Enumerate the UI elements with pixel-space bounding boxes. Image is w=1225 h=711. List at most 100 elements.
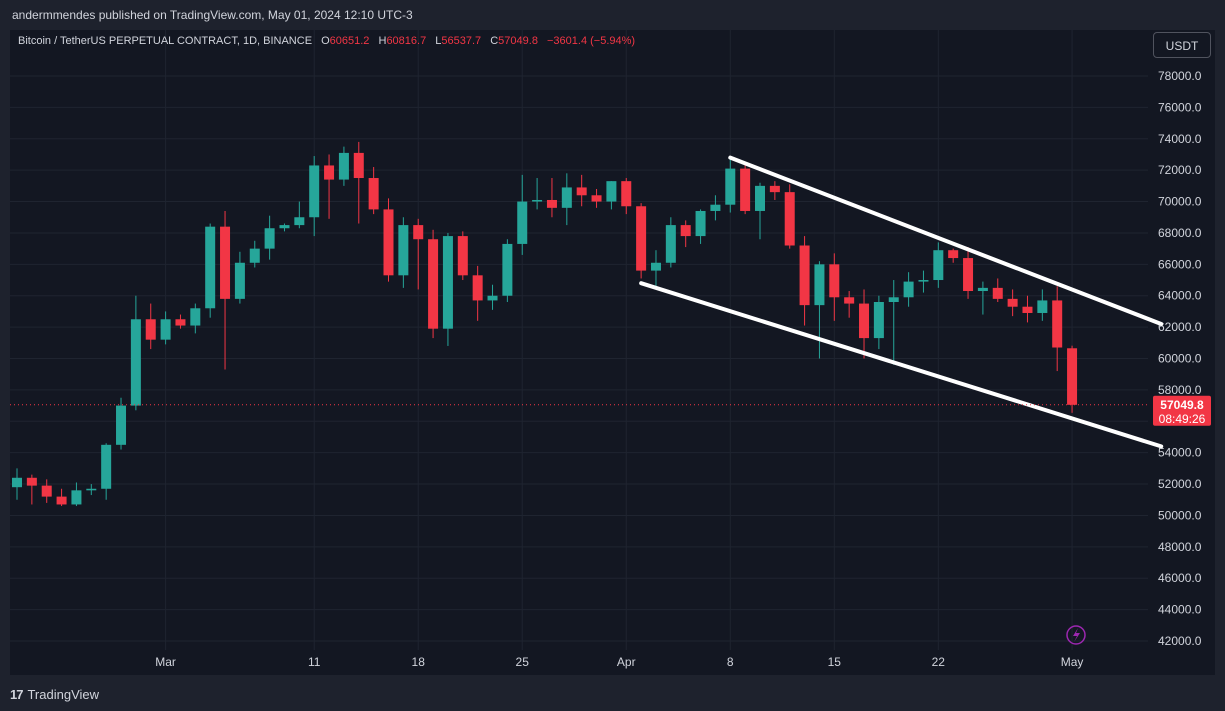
- time-tick-label: Mar: [155, 655, 176, 669]
- time-tick-label: Apr: [617, 655, 636, 669]
- candle-body-up: [398, 225, 409, 276]
- price-tick-label: 76000.0: [1158, 100, 1202, 114]
- candle-body-down: [621, 181, 632, 207]
- time-tick-label: 8: [727, 655, 734, 669]
- candle-body-down: [576, 187, 587, 196]
- tradingview-logo-icon: 17: [10, 686, 24, 702]
- price-tick-label: 58000.0: [1158, 383, 1202, 397]
- candle-body-up: [710, 204, 721, 211]
- candle-body-down: [859, 303, 870, 339]
- time-tick-label: 18: [412, 655, 426, 669]
- candle-body-up: [873, 302, 884, 339]
- candle-body-down: [428, 239, 439, 329]
- candle-body-down: [1022, 306, 1033, 313]
- candle-body-up: [665, 225, 676, 263]
- last-price-value: 57049.8: [1160, 398, 1204, 412]
- close-label: C: [490, 35, 499, 47]
- candle-body-down: [220, 226, 231, 299]
- candle-body-up: [294, 217, 305, 226]
- high-label: H: [378, 35, 387, 47]
- candle-body-down: [383, 209, 394, 276]
- candle-body-up: [755, 185, 765, 211]
- candle-body-up: [650, 262, 661, 271]
- candle-body-up: [71, 490, 82, 505]
- candle-body-up: [309, 165, 320, 218]
- candle-body-down: [948, 250, 959, 259]
- price-tick-label: 54000.0: [1158, 446, 1202, 460]
- time-tick-label: 22: [932, 655, 946, 669]
- chart-frame[interactable]: [10, 30, 1215, 675]
- candle-body-up: [190, 308, 201, 326]
- publish-info: andermmendes published on TradingView.co…: [0, 0, 1225, 30]
- price-tick-label: 42000.0: [1158, 634, 1202, 648]
- price-tick-label: 52000.0: [1158, 477, 1202, 491]
- candle-body-up: [1037, 300, 1048, 313]
- candle-body-down: [472, 275, 483, 301]
- candle-body-up: [234, 262, 245, 299]
- time-tick-label: May: [1061, 655, 1084, 669]
- price-tick-label: 60000.0: [1158, 352, 1202, 366]
- candle-body-up: [116, 405, 127, 445]
- time-tick-label: 15: [828, 655, 842, 669]
- trendline-lower[interactable]: [639, 281, 1164, 449]
- bar-countdown: 08:49:26: [1159, 412, 1206, 426]
- price-tick-label: 78000.0: [1158, 69, 1202, 83]
- candle-body-down: [26, 477, 37, 486]
- trendline-upper[interactable]: [728, 155, 1164, 326]
- price-tick-label: 44000.0: [1158, 603, 1202, 617]
- grid: [10, 30, 1148, 650]
- candle-body-up: [12, 477, 22, 488]
- candle-body-up: [532, 199, 543, 202]
- candle-body-down: [769, 185, 780, 193]
- candle-body-down: [1007, 298, 1018, 307]
- candle-body-up: [338, 152, 349, 180]
- candle-body-up: [933, 250, 944, 281]
- candle-body-up: [249, 248, 260, 263]
- price-tick-label: 72000.0: [1158, 163, 1202, 177]
- candle-body-down: [829, 264, 840, 298]
- price-tick-label: 66000.0: [1158, 257, 1202, 271]
- change-value: −3601.4 (−5.94%): [547, 35, 636, 47]
- price-tick-label: 68000.0: [1158, 226, 1202, 240]
- open-value: 60651.2: [329, 35, 370, 47]
- candles: [12, 141, 1078, 507]
- candle-body-down: [844, 297, 855, 304]
- candle-body-down: [784, 192, 795, 246]
- candle-body-down: [457, 236, 468, 276]
- brand-name[interactable]: TradingView: [27, 686, 100, 702]
- currency-button[interactable]: USDT: [1153, 32, 1211, 58]
- price-tick-label: 46000.0: [1158, 571, 1202, 585]
- candle-body-up: [442, 236, 453, 329]
- candle-body-down: [353, 152, 364, 179]
- candle-body-down: [324, 165, 335, 180]
- last-price-label: 57049.8 08:49:26: [1153, 395, 1211, 426]
- publish-line: andermmendes published on TradingView.co…: [12, 8, 413, 22]
- candle-body-up: [903, 281, 914, 298]
- trendlines[interactable]: [639, 155, 1164, 449]
- candle-body-up: [160, 319, 171, 340]
- candle-body-up: [205, 226, 216, 309]
- price-tick-label: 70000.0: [1158, 195, 1202, 209]
- candle-body-down: [992, 287, 1003, 299]
- symbol-legend: Bitcoin / TetherUS PERPETUAL CONTRACT, 1…: [18, 35, 635, 47]
- price-tick-label: 48000.0: [1158, 540, 1202, 554]
- open-label: O: [321, 35, 330, 47]
- candle-body-down: [799, 245, 810, 306]
- candle-body-up: [918, 280, 929, 282]
- candle-body-down: [740, 168, 751, 211]
- price-axis: 42000.0 44000.0 46000.0 48000.0 50000.0 52000…: [1158, 69, 1202, 648]
- candle-body-down: [546, 199, 557, 208]
- candle-body-up: [561, 187, 572, 208]
- candle-body-down: [1052, 300, 1063, 348]
- candle-body-down: [963, 258, 974, 292]
- symbol-title[interactable]: Bitcoin / TetherUS PERPETUAL CONTRACT, 1…: [18, 35, 313, 47]
- candle-body-down: [41, 485, 52, 497]
- candle-body-up: [264, 228, 275, 249]
- lightning-icon[interactable]: [1066, 625, 1086, 645]
- candle-body-up: [606, 181, 617, 202]
- candle-body-up: [101, 444, 112, 489]
- candle-body-up: [517, 201, 528, 244]
- candle-body-down: [591, 195, 602, 202]
- footer-branding: 17 TradingView: [10, 684, 99, 704]
